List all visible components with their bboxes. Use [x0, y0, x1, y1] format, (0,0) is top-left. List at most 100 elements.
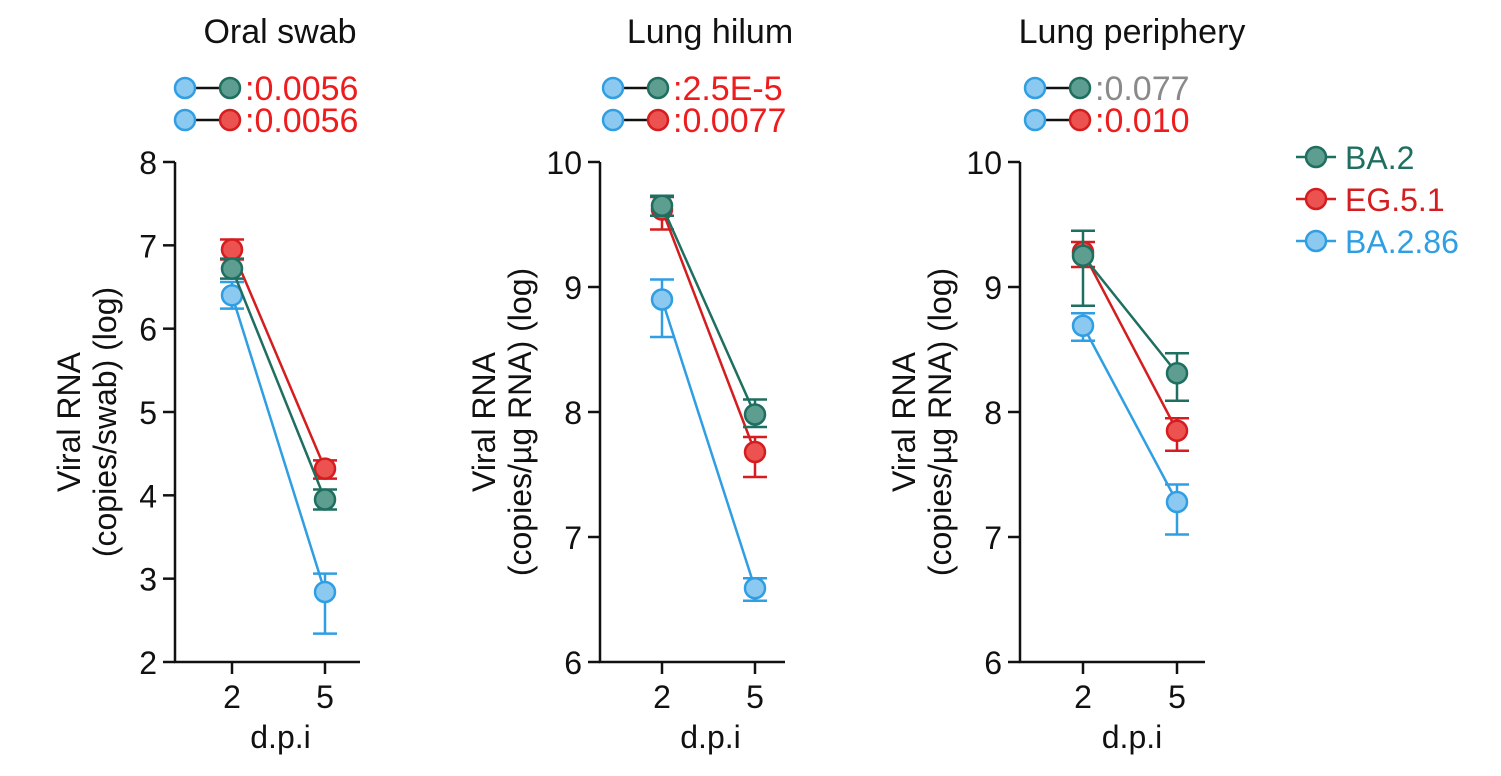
y-tick-label: 4 — [139, 478, 157, 514]
legend-marker — [1304, 229, 1328, 253]
pvalue-marker-EG51 — [646, 108, 670, 132]
series-line — [660, 205, 757, 416]
y-tick-label: 3 — [139, 562, 157, 598]
y-tick-label: 8 — [564, 395, 582, 431]
pvalue-label: :0.0056 — [245, 70, 358, 108]
y-axis-label-line: Viral RNA — [51, 351, 87, 492]
pvalue-marker-BA2 — [1068, 76, 1092, 100]
series-line — [1082, 254, 1178, 375]
y-tick-label: 10 — [546, 145, 582, 181]
x-axis-label: d.p.i — [680, 719, 740, 755]
legend-marker — [1304, 145, 1328, 169]
y-tick-label: 6 — [139, 312, 157, 348]
chart-title: Lung periphery — [1019, 13, 1246, 51]
y-axis-label-line: (copies/swab) (log) — [87, 287, 123, 557]
x-tick-label: 2 — [1074, 679, 1092, 715]
series-BA2 — [220, 257, 337, 511]
series-EG51 — [220, 238, 337, 480]
x-axis-label: d.p.i — [1102, 719, 1162, 755]
series-BA2 — [1071, 229, 1189, 402]
y-tick-label: 10 — [966, 145, 1002, 181]
data-point — [313, 488, 337, 511]
legend-label: BA.2 — [1345, 140, 1414, 176]
y-axis-label-line: Viral RNA — [886, 351, 922, 492]
pvalue-label: :0.077 — [1095, 70, 1190, 108]
x-tick-label: 5 — [1168, 679, 1186, 715]
legend-item-EG51: EG.5.1 — [1296, 182, 1445, 218]
pvalue-label: :0.0056 — [245, 102, 358, 140]
y-tick-label: 5 — [139, 395, 157, 431]
series-line — [230, 268, 327, 500]
data-point — [743, 403, 767, 426]
x-tick-label: 5 — [316, 679, 334, 715]
pvalue-label: :0.010 — [1095, 102, 1190, 140]
y-tick-label: 2 — [139, 645, 157, 681]
data-point — [650, 194, 674, 217]
y-tick-label: 6 — [564, 645, 582, 681]
data-point — [313, 457, 337, 480]
legend-item-BA286: BA.2.86 — [1296, 224, 1459, 260]
y-axis-label-line: Viral RNA — [466, 351, 502, 492]
data-point — [313, 580, 337, 604]
pvalue-marker-BA286 — [1023, 108, 1047, 132]
series-BA286 — [1071, 312, 1189, 536]
legend: BA.2 EG.5.1 BA.2.86 — [1296, 140, 1459, 260]
series-BA2 — [650, 194, 767, 429]
pvalue-marker-BA286 — [173, 76, 197, 100]
x-tick-label: 5 — [746, 679, 764, 715]
chart-title: Oral swab — [203, 13, 356, 51]
pvalue-marker-BA286 — [601, 76, 625, 100]
data-point — [743, 440, 767, 464]
pvalue-marker-BA2 — [218, 76, 242, 100]
chart-title: Lung hilum — [627, 13, 793, 51]
legend-item-BA2: BA.2 — [1296, 140, 1414, 176]
legend-label: EG.5.1 — [1345, 182, 1445, 218]
y-tick-label: 9 — [564, 270, 582, 306]
pvalue-marker-BA286 — [173, 108, 197, 132]
series-line — [230, 294, 327, 593]
y-tick-label: 7 — [564, 520, 582, 556]
series-line — [230, 249, 327, 470]
data-point — [1071, 244, 1095, 267]
data-point — [1165, 490, 1189, 514]
y-tick-label: 9 — [984, 270, 1002, 306]
x-tick-label: 2 — [653, 679, 671, 715]
chart-panel-3: Lung periphery :0.077:0.010 6 7 8 9 10 2 5d.p.i V… — [886, 13, 1245, 755]
x-tick-label: 2 — [223, 679, 241, 715]
y-axis-label: Viral RNA(copies/µg RNA) (log) — [466, 268, 538, 576]
legend-label: BA.2.86 — [1345, 224, 1459, 260]
data-point — [1165, 362, 1189, 385]
y-tick-label: 8 — [984, 395, 1002, 431]
y-tick-label: 8 — [139, 145, 157, 181]
data-point — [650, 288, 674, 311]
data-point — [743, 577, 767, 600]
chart-panel-2: Lung hilum :2.5E-5:0.0077 6 7 8 9 10 2 5d.p.i Vir… — [466, 13, 793, 755]
pvalue-marker-EG51 — [218, 108, 242, 132]
data-point — [1165, 419, 1189, 442]
y-axis-label: Viral RNA(copies/µg RNA) (log) — [886, 268, 958, 576]
data-point — [1071, 314, 1095, 337]
series-line — [660, 299, 757, 589]
series-BA286 — [650, 278, 767, 602]
data-point — [220, 238, 244, 261]
data-point — [220, 257, 244, 280]
y-tick-label: 6 — [984, 645, 1002, 681]
pvalue-label: :0.0077 — [673, 102, 786, 140]
pvalue-marker-BA2 — [646, 76, 670, 100]
series-line — [1081, 251, 1179, 432]
series-line — [1081, 325, 1179, 503]
y-tick-label: 7 — [139, 228, 157, 264]
pvalue-marker-BA286 — [1023, 76, 1047, 100]
y-axis-label-line: (copies/µg RNA) (log) — [922, 268, 958, 576]
y-tick-label: 7 — [984, 520, 1002, 556]
x-axis-label: d.p.i — [250, 719, 310, 755]
pvalue-marker-EG51 — [1068, 108, 1092, 132]
series-line — [660, 209, 757, 453]
pvalue-label: :2.5E-5 — [673, 70, 783, 108]
legend-marker — [1304, 187, 1328, 211]
y-axis-label-line: (copies/µg RNA) (log) — [502, 268, 538, 576]
pvalue-marker-BA286 — [601, 108, 625, 132]
